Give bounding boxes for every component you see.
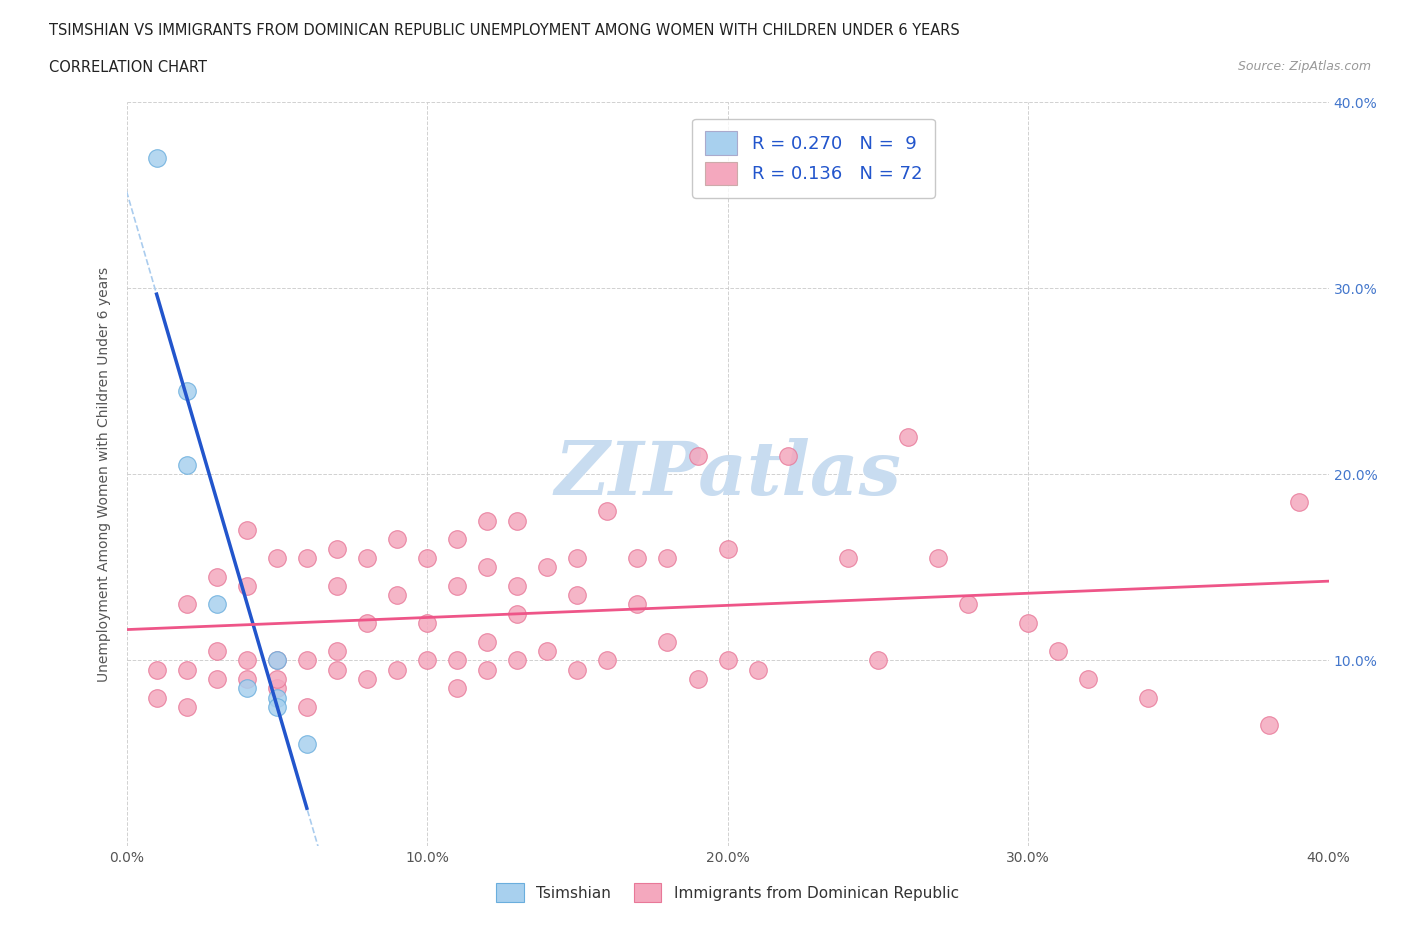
Point (205, 597, 228, 612)
Point (1288, 495, 1310, 510)
Point (266, 653, 288, 668)
Point (205, 569, 228, 584)
Point (235, 681, 259, 696)
Point (1137, 690, 1160, 705)
Point (475, 634, 498, 649)
Text: TSIMSHIAN VS IMMIGRANTS FROM DOMINICAN REPUBLIC UNEMPLOYMENT AMONG WOMEN WITH CH: TSIMSHIAN VS IMMIGRANTS FROM DOMINICAN R… (49, 23, 960, 38)
Point (747, 662, 769, 677)
Point (657, 551, 679, 565)
Point (956, 597, 979, 612)
Point (326, 662, 349, 677)
Point (295, 699, 318, 714)
Point (536, 560, 558, 575)
Point (176, 383, 198, 398)
Point (446, 578, 468, 593)
Point (626, 551, 648, 565)
Point (506, 606, 529, 621)
Point (716, 653, 740, 668)
Point (716, 541, 740, 556)
Point (205, 671, 228, 686)
Point (356, 616, 378, 631)
Text: Source: ZipAtlas.com: Source: ZipAtlas.com (1237, 60, 1371, 73)
Point (686, 671, 709, 686)
Point (326, 578, 349, 593)
Point (837, 551, 859, 565)
Point (385, 532, 408, 547)
Point (385, 662, 408, 677)
Point (326, 644, 349, 658)
Point (326, 541, 349, 556)
Point (416, 551, 439, 565)
Point (266, 699, 288, 714)
Point (266, 681, 288, 696)
Point (686, 448, 709, 463)
Point (266, 653, 288, 668)
Point (776, 448, 799, 463)
Point (235, 578, 259, 593)
Point (205, 644, 228, 658)
Y-axis label: Unemployment Among Women with Children Under 6 years: Unemployment Among Women with Children U… (97, 267, 111, 682)
Text: ZIPatlas: ZIPatlas (554, 438, 901, 511)
Point (385, 588, 408, 603)
Point (176, 699, 198, 714)
Point (475, 560, 498, 575)
Point (536, 644, 558, 658)
Point (176, 662, 198, 677)
Point (1257, 718, 1279, 733)
Point (1077, 671, 1099, 686)
Point (506, 578, 529, 593)
Point (295, 653, 318, 668)
Point (235, 523, 259, 538)
Point (506, 653, 529, 668)
Point (567, 588, 589, 603)
Point (235, 653, 259, 668)
Point (1047, 644, 1070, 658)
Point (356, 671, 378, 686)
Legend: Tsimshian, Immigrants from Dominican Republic: Tsimshian, Immigrants from Dominican Rep… (485, 872, 970, 913)
Point (897, 430, 920, 445)
Point (446, 681, 468, 696)
Point (235, 671, 259, 686)
Point (596, 653, 619, 668)
Point (266, 690, 288, 705)
Point (866, 653, 889, 668)
Point (266, 671, 288, 686)
Point (416, 616, 439, 631)
Point (475, 513, 498, 528)
Point (475, 662, 498, 677)
Point (927, 551, 949, 565)
Point (596, 504, 619, 519)
Point (145, 662, 167, 677)
Point (145, 690, 167, 705)
Point (446, 532, 468, 547)
Point (176, 458, 198, 472)
Point (295, 737, 318, 751)
Point (567, 662, 589, 677)
Point (657, 634, 679, 649)
Point (1017, 616, 1039, 631)
Text: CORRELATION CHART: CORRELATION CHART (49, 60, 207, 75)
Point (176, 597, 198, 612)
Point (567, 551, 589, 565)
Point (145, 151, 167, 166)
Point (626, 597, 648, 612)
Point (356, 551, 378, 565)
Point (266, 551, 288, 565)
Point (416, 653, 439, 668)
Point (295, 551, 318, 565)
Point (446, 653, 468, 668)
Point (506, 513, 529, 528)
